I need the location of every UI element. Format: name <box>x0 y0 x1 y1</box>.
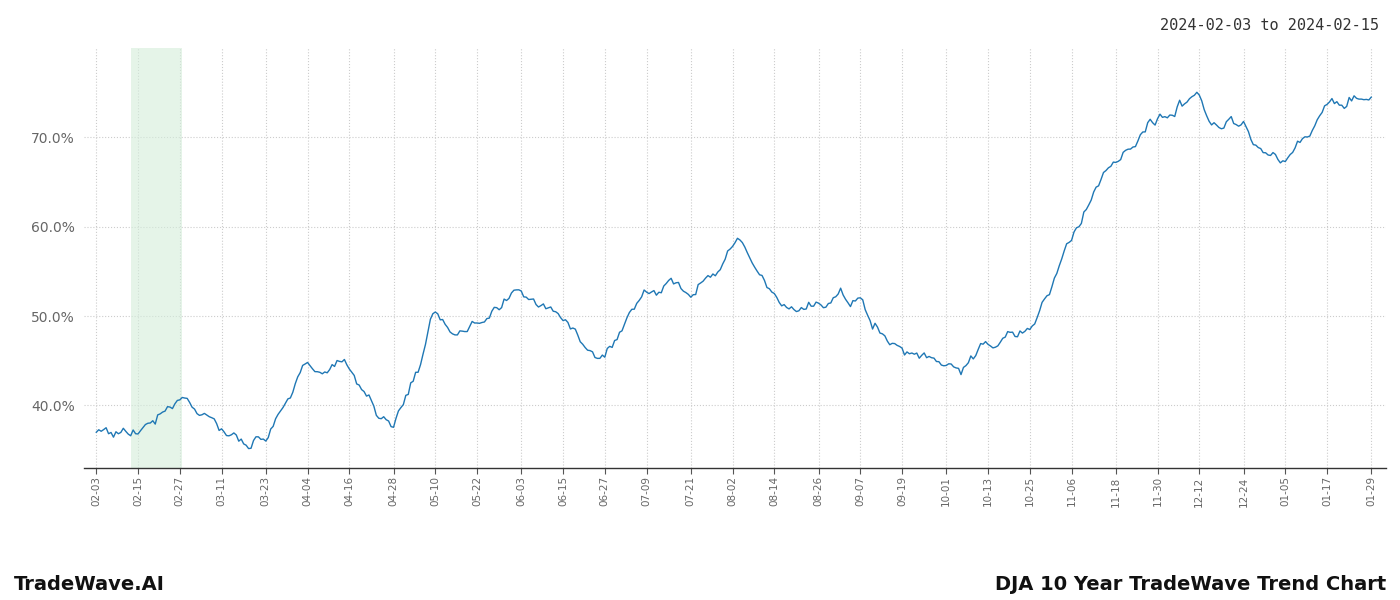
Text: TradeWave.AI: TradeWave.AI <box>14 575 165 594</box>
Text: DJA 10 Year TradeWave Trend Chart: DJA 10 Year TradeWave Trend Chart <box>995 575 1386 594</box>
Text: 2024-02-03 to 2024-02-15: 2024-02-03 to 2024-02-15 <box>1161 18 1379 33</box>
Bar <box>130 48 182 468</box>
